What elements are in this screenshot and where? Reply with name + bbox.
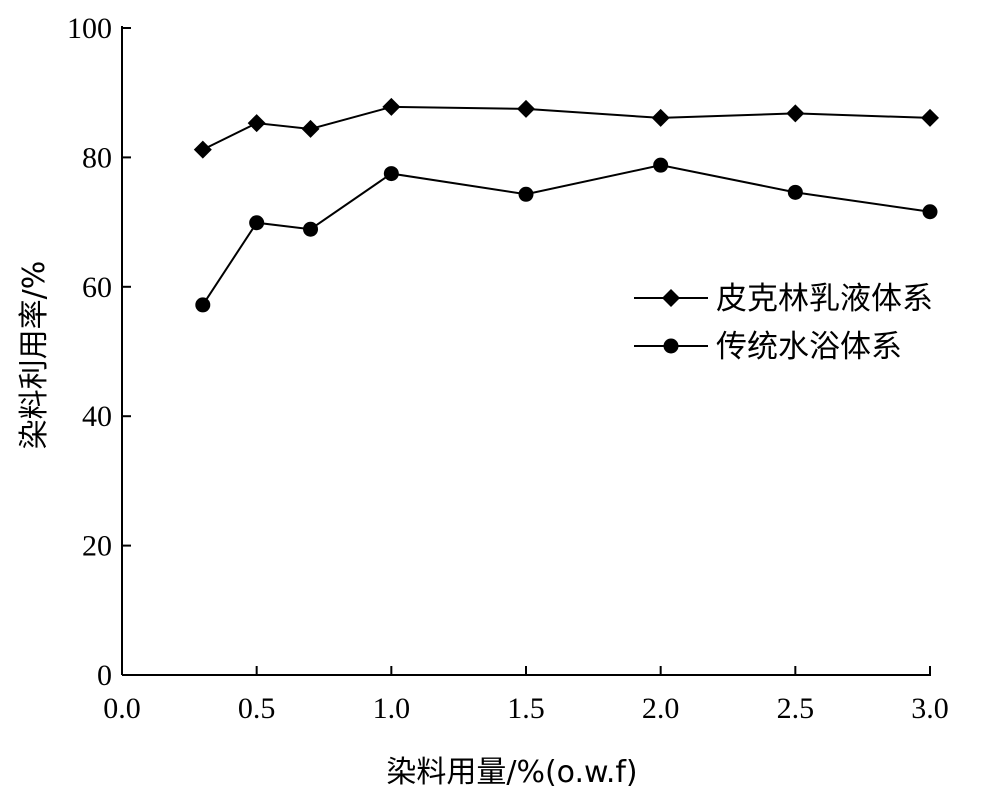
legend-entry: 传统水浴体系 <box>634 329 902 365</box>
data-point-diamond <box>301 119 320 138</box>
data-point-diamond <box>921 108 939 127</box>
data-point-circle <box>195 297 211 313</box>
y-tick-label: 40 <box>82 400 112 433</box>
axes: 0 20 40 60 80 100 0.0 0.5 1.0 1.5 2.0 2.5 3.0 <box>67 12 949 725</box>
x-tick-label: 1.0 <box>373 692 411 725</box>
data-point-circle <box>653 157 669 173</box>
x-tick-label: 0.0 <box>103 692 141 725</box>
data-point-circle <box>787 184 803 200</box>
series-layer <box>193 97 939 313</box>
legend-marker-diamond <box>662 289 680 307</box>
x-tick-label: 1.5 <box>507 692 545 725</box>
data-point-circle <box>303 221 319 237</box>
series-circle <box>195 157 938 313</box>
data-point-circle <box>518 186 534 202</box>
series-line <box>201 164 931 306</box>
series-diamond <box>193 97 939 159</box>
data-point-diamond <box>517 99 535 118</box>
data-point-circle <box>249 215 265 231</box>
x-tick-label: 0.5 <box>238 692 276 725</box>
y-tick-label: 80 <box>82 141 112 174</box>
legend-marker-circle <box>663 338 679 354</box>
x-tick-label: 3.0 <box>911 692 949 725</box>
y-tick-label: 100 <box>67 12 112 45</box>
data-point-diamond <box>786 104 805 123</box>
y-tick-label: 60 <box>82 271 112 304</box>
data-point-circle <box>922 204 938 220</box>
legend-label: 皮克林乳液体系 <box>716 281 933 317</box>
series-line <box>202 105 931 151</box>
data-point-diamond <box>382 97 401 116</box>
x-tick-label: 2.5 <box>777 692 815 725</box>
y-tick-label: 0 <box>97 659 112 692</box>
data-point-diamond <box>651 108 670 127</box>
x-axis-title: 染料用量/%(o.w.f) <box>386 755 637 790</box>
x-tick-label: 2.0 <box>642 692 680 725</box>
legend-entry: 皮克林乳液体系 <box>634 281 933 317</box>
data-point-circle <box>383 166 399 182</box>
data-point-diamond <box>247 114 266 133</box>
data-point-diamond <box>193 140 212 159</box>
y-axis-title: 染料利用率/% <box>17 261 52 450</box>
y-tick-label: 20 <box>82 530 112 563</box>
legend-label: 传统水浴体系 <box>716 329 902 365</box>
